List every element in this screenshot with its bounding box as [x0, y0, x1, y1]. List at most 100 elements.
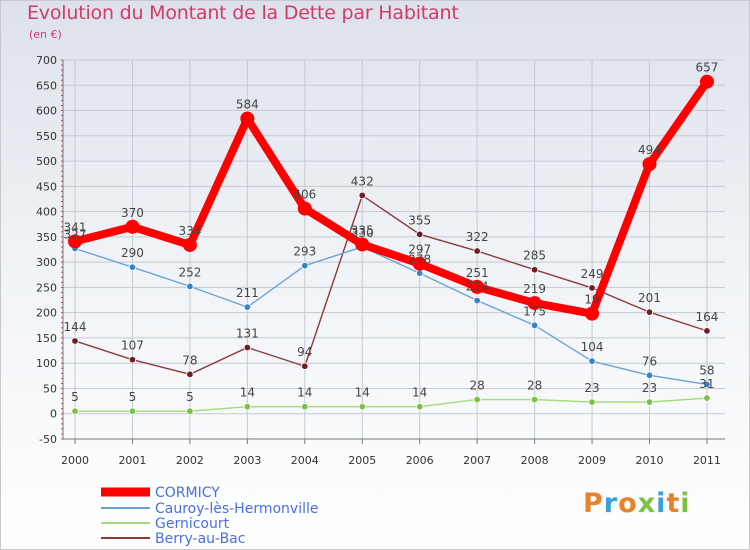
data-label: 322: [466, 230, 489, 244]
chart-subtitle: (en €): [29, 28, 62, 41]
data-point: [301, 261, 309, 270]
data-label: 355: [408, 213, 431, 227]
x-tick-label: 2003: [233, 454, 261, 467]
grid: [63, 59, 725, 440]
y-tick-label: 700: [36, 54, 57, 67]
data-label: 131: [236, 327, 259, 341]
x-tick-label: 2008: [521, 454, 549, 467]
data-label: 201: [638, 291, 661, 305]
data-point: [71, 337, 79, 345]
data-label: 14: [297, 386, 312, 400]
data-label: 252: [178, 265, 201, 279]
data-label: 14: [240, 386, 255, 400]
data-point: [128, 407, 137, 415]
data-point: [297, 201, 312, 216]
data-point: [68, 234, 82, 249]
data-point: [530, 395, 539, 404]
data-point: [530, 266, 539, 274]
data-point: [530, 321, 539, 329]
legend-label: Cauroy-lès-Hermonville: [155, 501, 318, 517]
logo-letter: r: [603, 488, 619, 519]
logo-letter: t: [666, 488, 681, 519]
y-tick-label: 100: [36, 357, 57, 370]
data-label: 293: [293, 245, 316, 259]
data-label: 297: [408, 243, 431, 257]
x-tick-label: 2007: [463, 454, 491, 467]
data-point: [470, 279, 485, 294]
data-labels: 341 370 334 584 406 335 297 251 219 19 494 657 327 29…: [64, 61, 719, 404]
y-tick-label: 500: [36, 155, 57, 168]
y-tick-label: -50: [39, 433, 57, 446]
data-label: 104: [581, 340, 604, 354]
data-label: 58: [699, 363, 714, 377]
data-label: 14: [355, 386, 370, 400]
data-label: 370: [121, 206, 144, 220]
data-label: 31: [699, 377, 714, 391]
data-label: 144: [64, 320, 87, 334]
y-tick-label: 600: [36, 105, 57, 118]
data-label: 584: [236, 98, 259, 112]
x-tick-label: 2011: [693, 454, 721, 467]
data-label: 28: [470, 379, 485, 393]
series-line-0: [71, 77, 711, 318]
data-point: [588, 284, 596, 292]
x-tick-label: 2001: [118, 454, 146, 467]
data-point: [585, 306, 600, 321]
logo-letter: x: [637, 488, 657, 519]
y-tick-label: 450: [36, 180, 57, 193]
data-point: [416, 230, 424, 239]
data-point: [416, 402, 424, 411]
legend: CORMICYCauroy-lès-HermonvilleGernicourtB…: [101, 485, 318, 547]
data-point: [182, 237, 197, 252]
y-tick-label: 350: [36, 231, 57, 244]
data-label: 249: [581, 267, 604, 281]
data-label: 175: [523, 304, 546, 318]
data-label: 14: [412, 386, 427, 400]
series-line-3: [74, 194, 708, 376]
data-label: 23: [584, 381, 599, 395]
data-point: [186, 407, 194, 415]
data-label: 330: [351, 226, 374, 240]
data-point: [473, 247, 481, 255]
y-tick-label: 400: [36, 206, 57, 219]
data-label: 341: [64, 220, 87, 234]
data-point: [699, 74, 714, 89]
data-label: 327: [64, 227, 87, 241]
data-point: [527, 296, 542, 311]
data-point: [71, 407, 79, 415]
series-line-1: [74, 246, 708, 386]
data-point: [645, 398, 654, 406]
y-tick-label: 200: [36, 307, 57, 320]
data-label: 78: [182, 353, 197, 367]
data-point: [703, 327, 711, 335]
data-label: 334: [178, 224, 201, 238]
data-label: 335: [351, 223, 374, 237]
data-point: [703, 380, 711, 389]
logo-letter: i: [680, 488, 691, 519]
y-tick-label: 650: [36, 79, 57, 92]
y-tick-label: 150: [36, 332, 57, 345]
y-tick-label: 300: [36, 256, 57, 269]
data-label: 164: [695, 310, 718, 324]
data-label: 19: [584, 293, 599, 307]
data-point: [642, 157, 657, 172]
data-point: [358, 191, 366, 200]
data-label: 5: [186, 390, 194, 404]
data-point: [358, 402, 366, 411]
data-point: [186, 282, 194, 291]
legend-label: Gernicourt: [155, 516, 230, 532]
legend-label: Berry-au-Bac: [155, 531, 245, 547]
data-label: 23: [642, 381, 657, 395]
data-point: [243, 303, 252, 311]
data-label: 657: [695, 61, 718, 75]
data-point: [588, 398, 596, 406]
data-label: 5: [129, 390, 137, 404]
x-tick-label: 2006: [406, 454, 434, 467]
data-label: 406: [293, 188, 316, 202]
data-label: 211: [236, 286, 259, 300]
logo-letter: o: [618, 488, 638, 519]
chart-title: Evolution du Montant de la Dette par Hab…: [27, 2, 459, 24]
data-label: 251: [466, 266, 489, 280]
